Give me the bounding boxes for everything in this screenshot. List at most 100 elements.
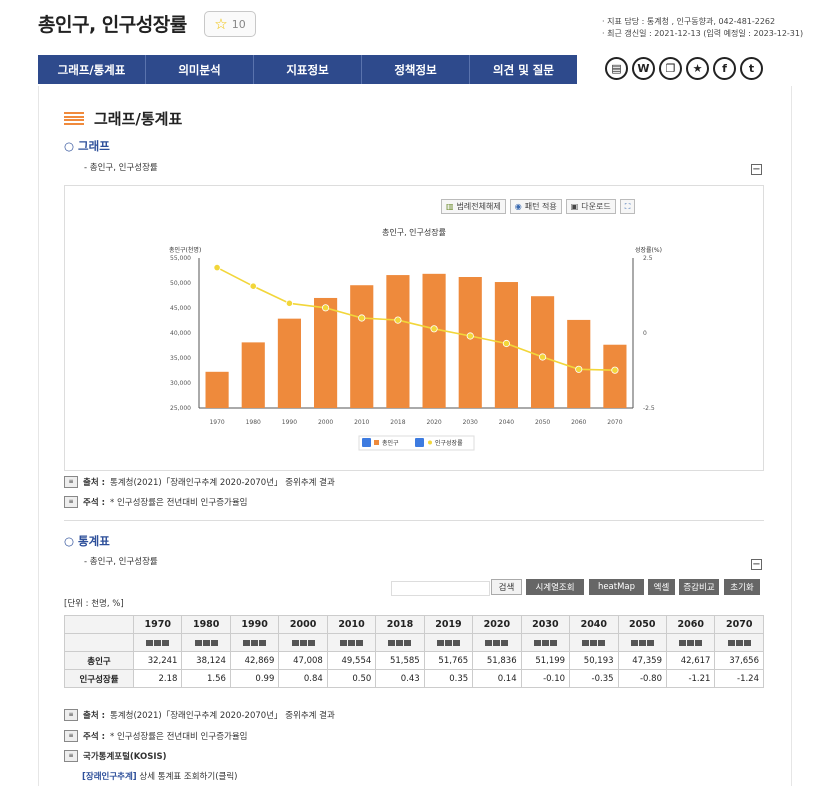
print-icon[interactable]: ▤ [605, 57, 628, 80]
star-icon[interactable]: ★ [686, 57, 709, 80]
bar [531, 296, 555, 408]
kosis-link-suffix: 상세 통계표 조회하기(클릭) [139, 772, 238, 782]
table-cell: 51,199 [520, 651, 571, 670]
y-tick-left: 30,000 [170, 380, 191, 387]
footnote-label: 주석 : [83, 732, 105, 742]
chart-toolbar: ▥ 범례전체해제 ◉ 패턴 적용 ▣ 다운로드 ⛶ [441, 199, 636, 214]
table-cell: -1.21 [665, 669, 716, 688]
x-tick-label: 2030 [463, 419, 478, 426]
y-tick-right: 0 [643, 330, 647, 337]
table-cell: 51,585 [375, 651, 425, 670]
table-col-header: 1990 [229, 615, 280, 634]
tab-graph-table[interactable]: 그래프/통계표 [38, 55, 146, 84]
table-cell: 38,124 [181, 651, 231, 670]
table-cell: 0.35 [423, 669, 474, 688]
bar [567, 319, 591, 408]
table-corner [64, 633, 134, 652]
table-cell: 47,008 [278, 651, 328, 670]
twitter-icon[interactable]: t [740, 57, 763, 80]
legend-checkbox [362, 438, 371, 447]
fullscreen-icon: ⛶ [624, 201, 631, 211]
sort-buttons[interactable] [181, 633, 231, 652]
bar [350, 285, 374, 408]
excel-button[interactable]: 엑셀 [648, 579, 675, 595]
note-icon: ≡ [64, 709, 78, 721]
meta-contact: · 지표 담당 : 통계청 , 인구동향과, 042-481-2262 [602, 17, 776, 26]
x-tick-label: 2010 [354, 419, 369, 426]
download-icon: ▣ [570, 202, 579, 211]
x-tick-label: 2000 [318, 419, 333, 426]
chart-container: ▥ 범례전체해제 ◉ 패턴 적용 ▣ 다운로드 ⛶ 총인구, 인구성장률 총인구(천명)… [64, 185, 764, 471]
tab-indicator-info[interactable]: 지표정보 [254, 55, 362, 84]
table-col-header: 2070 [714, 615, 764, 634]
tab-opinion[interactable]: 의견 및 질문 [493, 62, 554, 77]
copy-icon[interactable]: ❐ [659, 57, 682, 80]
section-title: 그래프/통계표 [64, 108, 182, 129]
kosis-link-text[interactable]: [장래인구추계] [82, 772, 137, 782]
collapse-table-button[interactable]: − [751, 559, 762, 570]
bar [422, 273, 446, 408]
line-point [611, 366, 619, 374]
line-point [321, 304, 330, 312]
compare-button[interactable]: 증감비교 [679, 579, 719, 595]
favorite-button[interactable]: ☆ 10 [204, 11, 256, 37]
search-button[interactable]: 검색 [491, 579, 522, 595]
line-point [466, 332, 474, 340]
word-icon[interactable]: W [632, 57, 655, 80]
sort-buttons[interactable] [132, 633, 183, 652]
tab-meaning[interactable]: 의미분석 [146, 55, 254, 84]
download-button[interactable]: ▣ 다운로드 [565, 199, 616, 214]
download-label: 다운로드 [581, 202, 611, 211]
table-sort-row [64, 633, 764, 652]
pattern-icon: ◉ [514, 202, 522, 211]
sort-buttons[interactable] [375, 633, 425, 652]
sort-buttons[interactable] [278, 633, 328, 652]
y-tick-right: -2.5 [643, 405, 655, 412]
legend-checkbox [415, 438, 424, 447]
source-label: 출처 : [83, 711, 105, 721]
row-label: 총인구 [64, 651, 134, 670]
collapse-graph-button[interactable]: − [751, 164, 762, 175]
line-point [249, 282, 257, 290]
legend-toggle-button[interactable]: ▥ 범례전체해제 [441, 199, 506, 214]
chart-title: 총인구, 인구성장률 [382, 227, 446, 237]
x-tick-label: 1990 [282, 419, 297, 426]
facebook-icon[interactable]: f [713, 57, 736, 80]
table-corner [64, 615, 134, 634]
pattern-label: 패턴 적용 [524, 202, 557, 211]
line-point [538, 353, 547, 361]
table-cell: 32,241 [132, 651, 183, 670]
table-cell: 2.18 [132, 669, 183, 688]
section-title-text: 그래프/통계표 [94, 110, 183, 128]
tab-policy-info[interactable]: 정책정보 [362, 55, 470, 84]
graph-source-note: ≡ 출처 : 통계청(2021)「장래인구추계 2020-2070년」 중위추계 결… [64, 476, 335, 488]
table-cell: 51,765 [423, 651, 474, 670]
sort-buttons[interactable] [714, 633, 764, 652]
sort-buttons[interactable] [472, 633, 522, 652]
sort-buttons[interactable] [569, 633, 619, 652]
x-tick-label: 2050 [535, 419, 550, 426]
sort-buttons[interactable] [617, 633, 667, 652]
bar [603, 344, 627, 408]
sort-buttons[interactable] [520, 633, 571, 652]
bar [314, 297, 338, 408]
kosis-label: 국가통계포털(KOSIS) [83, 752, 167, 762]
table-col-header: 2010 [326, 615, 377, 634]
sort-buttons[interactable] [423, 633, 474, 652]
pattern-button[interactable]: ◉ 패턴 적용 [509, 199, 562, 214]
table-col-header: 2030 [520, 615, 571, 634]
y-tick-right: 2.5 [643, 255, 653, 262]
heatmap-button[interactable]: heatMap [589, 579, 644, 595]
sort-buttons[interactable] [665, 633, 716, 652]
sort-buttons[interactable] [326, 633, 377, 652]
line-point [430, 325, 438, 333]
timeseries-button[interactable]: 시계열조회 [526, 579, 584, 595]
divider [64, 520, 764, 521]
bar [241, 342, 265, 408]
table-search-input[interactable] [391, 581, 490, 596]
fullscreen-button[interactable]: ⛶ [619, 199, 636, 214]
reset-button[interactable]: 초기화 [724, 579, 760, 595]
kosis-link[interactable]: [장래인구추계] 상세 통계표 조회하기(클릭) [82, 770, 237, 782]
sort-buttons[interactable] [229, 633, 280, 652]
note-icon: ≡ [64, 496, 78, 508]
